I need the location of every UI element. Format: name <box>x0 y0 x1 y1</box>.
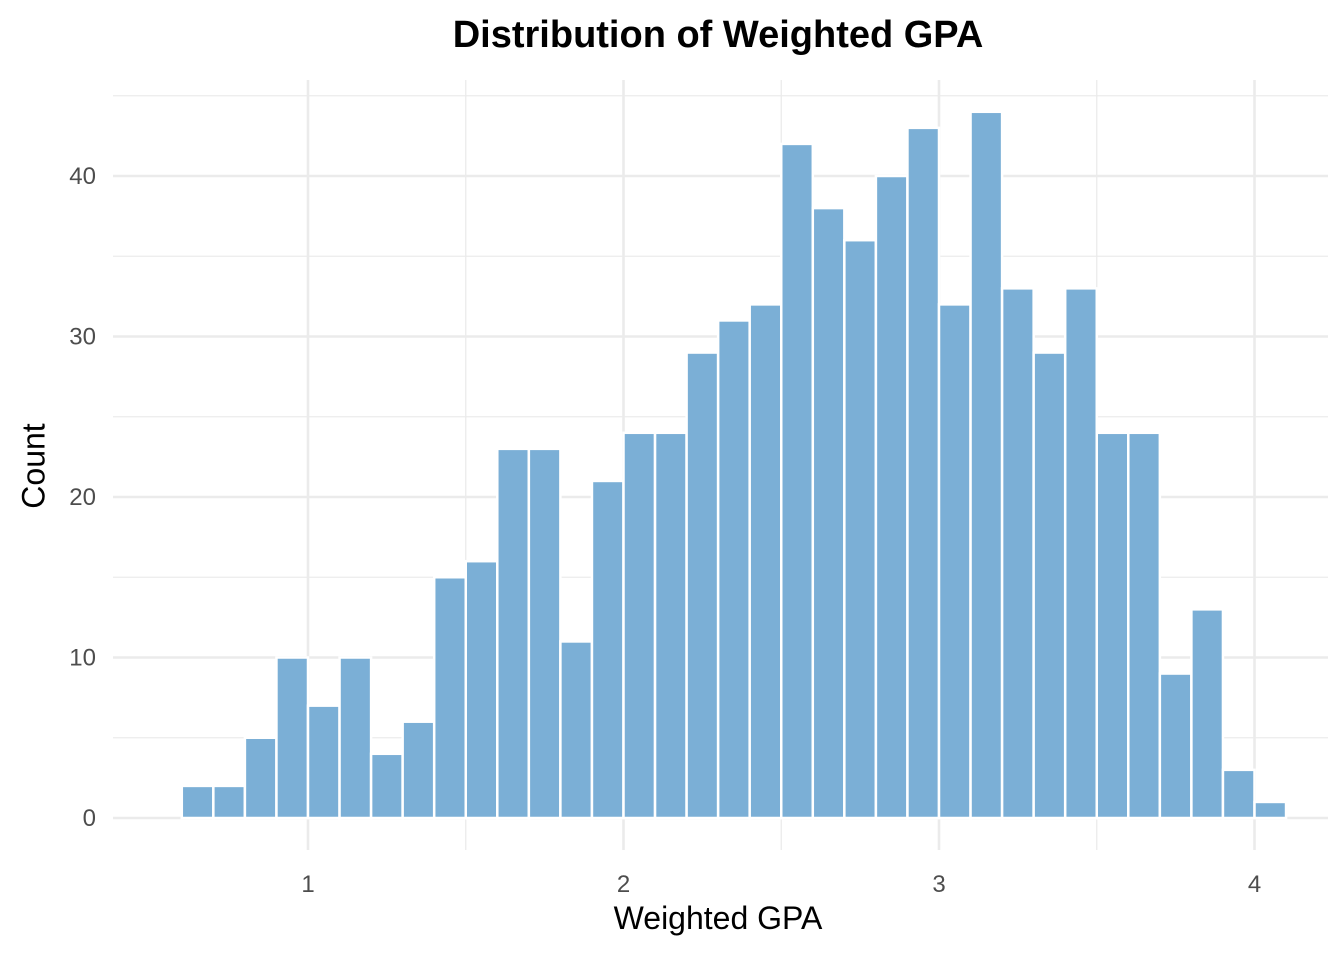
histogram-bar <box>1253 800 1288 820</box>
histogram-bar <box>937 303 972 820</box>
histogram-bar <box>811 206 846 820</box>
y-tick-labels: 0 10 20 30 40 <box>69 163 96 832</box>
histogram-bar <box>874 174 909 820</box>
histogram-bar <box>1000 287 1035 820</box>
histogram-bar <box>464 559 499 820</box>
chart-title: Distribution of Weighted GPA <box>452 14 984 56</box>
y-tick-label: 20 <box>69 484 96 511</box>
histogram-bar <box>653 431 688 820</box>
histogram-bar <box>843 238 878 820</box>
x-tick-labels: 1 2 3 4 <box>301 871 1261 898</box>
histogram-bar <box>527 447 562 820</box>
histogram-bars <box>180 110 1288 820</box>
x-tick-label: 1 <box>301 871 314 898</box>
y-axis-title: Count <box>15 423 52 509</box>
histogram-bar <box>1190 608 1225 820</box>
histogram-bar <box>338 656 373 820</box>
histogram-bar <box>1221 768 1256 820</box>
y-tick-label: 10 <box>69 645 96 672</box>
histogram-bar <box>559 640 594 820</box>
x-tick-label: 3 <box>932 871 945 898</box>
histogram-bar <box>685 351 720 820</box>
y-tick-label: 40 <box>69 163 96 190</box>
histogram-bar <box>180 784 215 820</box>
histogram-bar <box>590 479 625 820</box>
histogram-bar <box>1127 431 1162 820</box>
histogram-bar <box>969 110 1004 820</box>
histogram-bar <box>275 656 310 820</box>
histogram-bar <box>716 319 751 820</box>
histogram-bar <box>243 736 278 820</box>
y-tick-label: 30 <box>69 324 96 351</box>
histogram-bar <box>432 576 468 820</box>
x-axis-title: Weighted GPA <box>613 900 823 936</box>
histogram-bar <box>369 752 404 820</box>
x-tick-label: 4 <box>1248 871 1261 898</box>
histogram-bar <box>1095 431 1130 820</box>
histogram-bar <box>306 704 341 820</box>
histogram-bar <box>1063 287 1098 820</box>
histogram-bar <box>906 126 941 820</box>
histogram-bar <box>401 720 436 820</box>
histogram-bar <box>496 447 531 820</box>
histogram-bar <box>622 431 657 820</box>
histogram-bar <box>1158 672 1193 820</box>
histogram-bar <box>748 303 783 820</box>
y-tick-label: 0 <box>83 805 96 832</box>
x-tick-label: 2 <box>617 871 630 898</box>
histogram-bar <box>1032 351 1067 820</box>
histogram-bar <box>212 784 247 820</box>
histogram-bar <box>780 142 815 820</box>
